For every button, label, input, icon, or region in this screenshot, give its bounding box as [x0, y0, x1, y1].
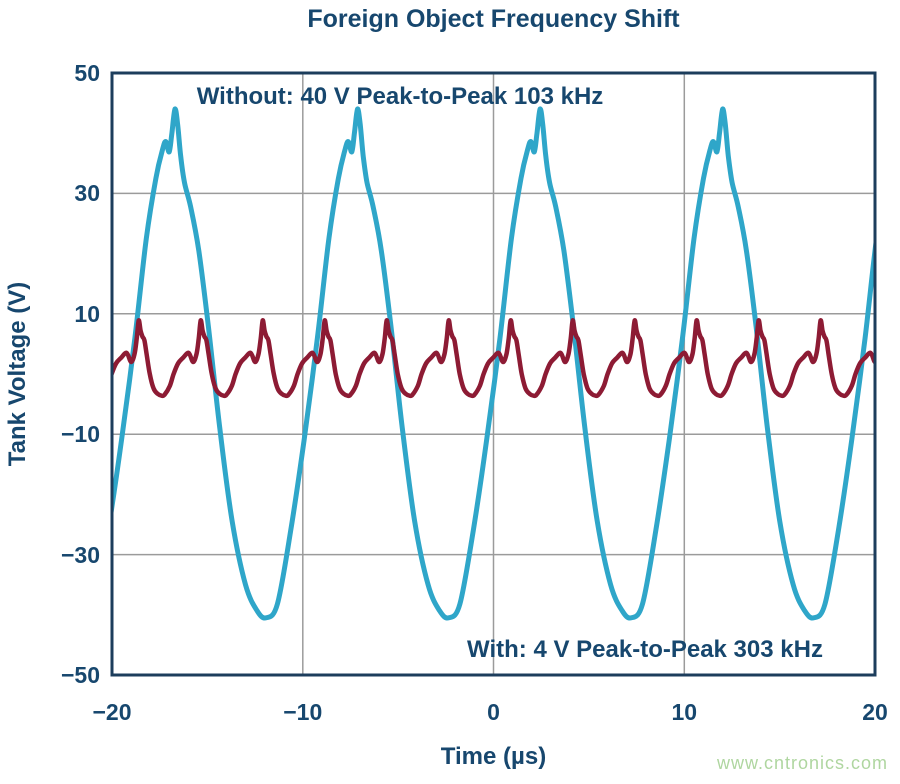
y-tick-label: 30 — [74, 180, 100, 207]
x-tick-label: 20 — [862, 699, 888, 725]
x-tick-label: 10 — [671, 699, 698, 725]
annotation-with: With: 4 V Peak-to-Peak 303 kHz — [467, 636, 823, 663]
waveform-without-foreign-object — [112, 106, 875, 621]
waveform-with-foreign-object — [112, 318, 875, 399]
y-tick-label: −50 — [60, 662, 100, 688]
annotation-without: Without: 40 V Peak-to-Peak 103 kHz — [196, 83, 604, 110]
y-tick-label: 10 — [74, 300, 100, 327]
x-tick-label: −10 — [283, 699, 323, 725]
y-tick-label: −10 — [60, 421, 100, 448]
plot-border — [110, 71, 877, 677]
x-tick-label: 0 — [487, 699, 500, 725]
watermark: www.cntronics.com — [716, 753, 888, 773]
chart-title: Foreign Object Frequency Shift — [307, 5, 680, 33]
y-tick-label: −30 — [60, 541, 100, 568]
y-tick-label: 50 — [74, 60, 100, 86]
x-axis-label: Time (µs) — [440, 743, 547, 770]
x-tick-label: −20 — [92, 699, 132, 725]
